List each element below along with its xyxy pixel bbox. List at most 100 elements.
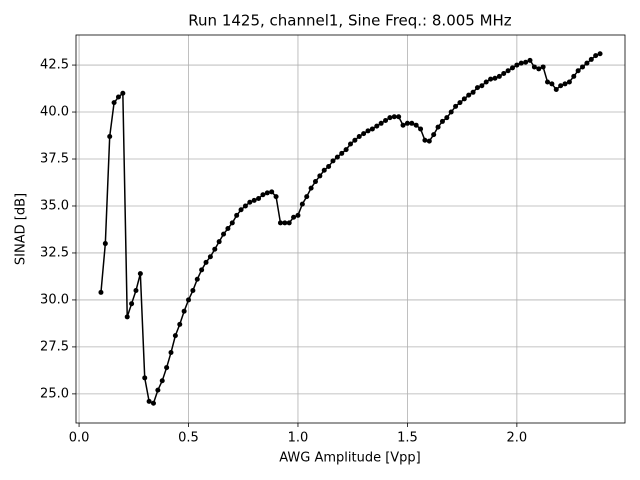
data-point: [212, 246, 218, 252]
data-point: [391, 114, 397, 120]
data-point: [124, 314, 130, 320]
data-point: [277, 220, 283, 226]
data-point: [523, 59, 529, 65]
data-point: [229, 220, 235, 226]
data-point: [111, 100, 117, 106]
data-point: [422, 137, 428, 143]
data-point: [496, 73, 502, 79]
y-tick-label: 40.0: [40, 105, 69, 120]
data-point: [339, 150, 345, 156]
data-point: [207, 254, 213, 260]
y-tick-label: 30.0: [40, 292, 69, 307]
data-point: [536, 66, 542, 72]
data-point: [369, 126, 375, 132]
data-point: [545, 79, 551, 85]
data-point: [461, 96, 467, 102]
data-point: [203, 259, 209, 265]
data-point: [374, 123, 380, 129]
plot-frame: [75, 34, 626, 424]
data-point: [225, 226, 231, 232]
data-point: [479, 83, 485, 89]
data-point: [518, 60, 524, 66]
data-point: [365, 128, 371, 134]
data-point: [474, 85, 480, 91]
data-point: [234, 212, 240, 218]
data-point: [562, 81, 568, 87]
data-point: [291, 214, 297, 220]
data-point: [120, 90, 126, 96]
data-point: [304, 194, 310, 200]
data-point: [264, 190, 270, 196]
data-point: [588, 56, 594, 62]
data-point: [549, 81, 555, 87]
data-point: [383, 117, 389, 123]
data-point: [348, 141, 353, 147]
data-point: [575, 68, 581, 74]
data-point: [492, 75, 498, 81]
data-point: [470, 89, 476, 95]
data-point: [571, 73, 577, 79]
data-point: [418, 126, 424, 132]
data-point: [509, 65, 515, 71]
chart-title: Run 1425, channel1, Sine Freq.: 8.005 MH…: [188, 12, 512, 30]
y-axis-label: SINAD [dB]: [14, 193, 29, 265]
data-point: [409, 120, 415, 126]
data-point: [295, 212, 301, 218]
data-point: [181, 308, 187, 314]
data-point: [299, 201, 305, 207]
data-point: [256, 195, 262, 201]
data-point: [435, 124, 441, 130]
data-point: [404, 120, 410, 126]
data-point: [221, 231, 227, 237]
data-point: [584, 60, 590, 66]
data-point: [308, 185, 314, 191]
y-tick-label: 42.5: [40, 58, 69, 73]
data-point: [356, 133, 362, 139]
data-point: [501, 71, 507, 77]
x-tick-label: 1.0: [288, 431, 309, 446]
data-point: [98, 289, 104, 295]
data-point: [593, 53, 599, 59]
data-point: [164, 365, 170, 371]
data-point: [352, 137, 358, 143]
data-point: [238, 207, 244, 213]
data-point: [326, 164, 332, 170]
data-point: [199, 267, 205, 273]
data-point: [317, 173, 323, 179]
data-point: [282, 220, 288, 226]
data-point: [378, 120, 384, 126]
data-point: [431, 132, 437, 138]
data-point: [168, 350, 174, 356]
data-point: [566, 79, 572, 85]
data-point: [194, 276, 200, 282]
data-point: [540, 64, 546, 70]
y-tick-label: 25.0: [40, 386, 69, 401]
data-point: [321, 167, 327, 173]
y-tick-label: 32.5: [40, 245, 69, 260]
data-point: [580, 64, 586, 70]
data-point: [505, 68, 511, 74]
data-line: [100, 53, 601, 405]
data-point: [150, 400, 156, 406]
data-point: [558, 83, 564, 89]
data-point: [488, 76, 494, 82]
data-point: [387, 115, 393, 121]
data-point: [172, 333, 178, 339]
data-point: [146, 398, 152, 404]
data-point: [527, 57, 533, 63]
data-point: [330, 158, 336, 164]
data-point: [453, 103, 459, 109]
data-point: [129, 301, 135, 307]
data-point: [142, 375, 148, 381]
data-point: [343, 147, 349, 153]
data-point: [361, 131, 367, 137]
data-point: [312, 179, 318, 185]
data-point: [159, 378, 165, 384]
data-point: [107, 133, 113, 139]
data-point: [426, 138, 432, 144]
data-point: [466, 92, 472, 98]
data-point: [400, 122, 406, 128]
data-point: [286, 220, 292, 226]
x-axis-label: AWG Amplitude [Vpp]: [279, 451, 421, 466]
